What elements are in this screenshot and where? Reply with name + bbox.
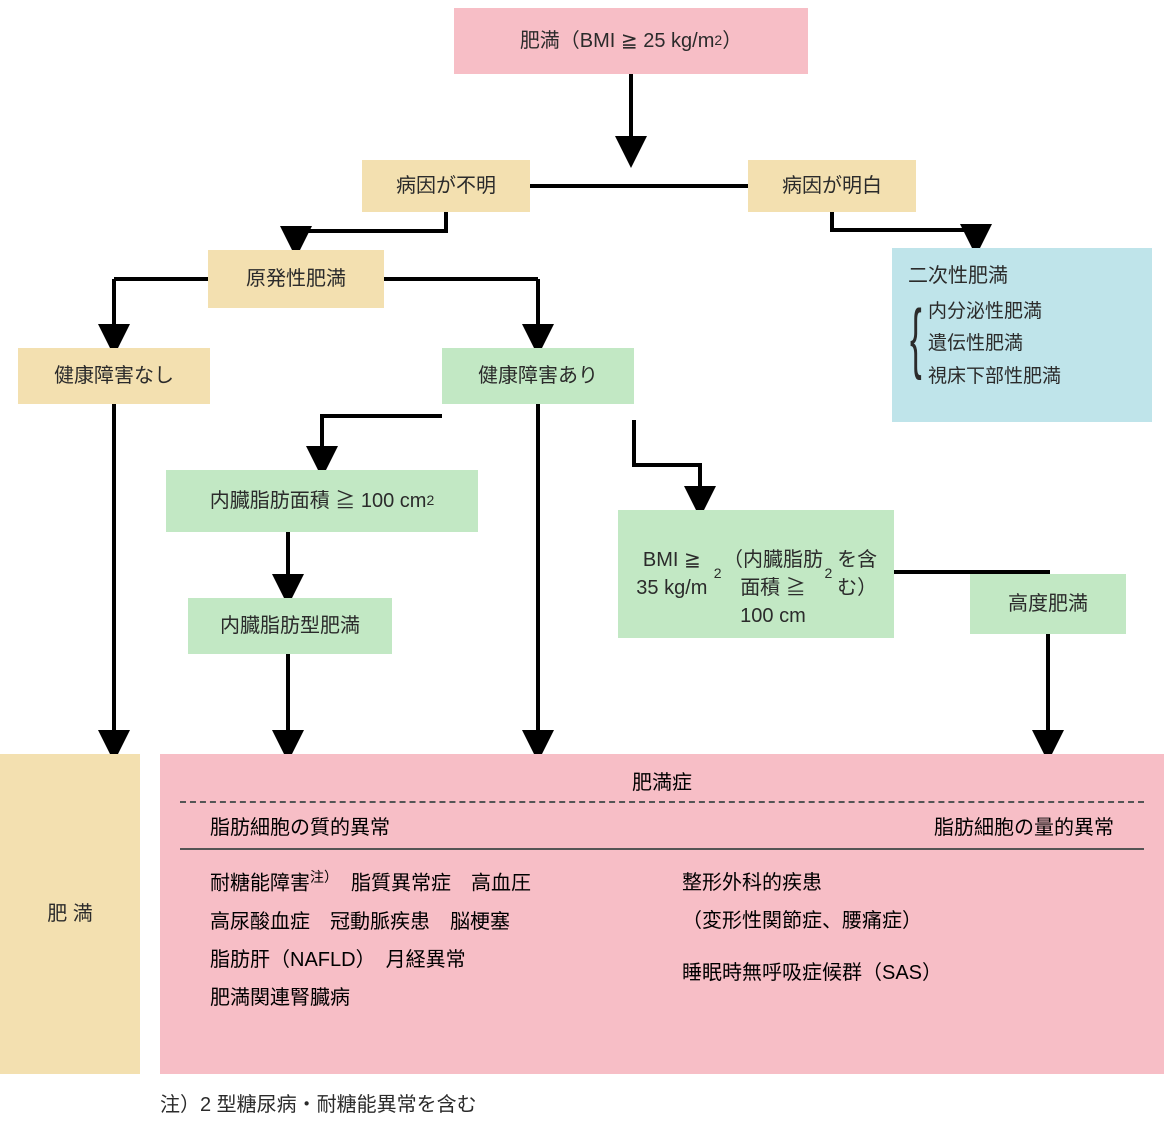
brace-icon: { (910, 298, 922, 376)
node-cause_unk: 病因が不明 (362, 160, 530, 212)
flowchart-canvas: 肥満（BMI ≧ 25 kg/m2）病因が不明病因が明白原発性肥満二次性肥満{内… (0, 0, 1168, 1133)
node-secondary: 二次性肥満 {内分泌性肥満遺伝性肥満視床下部性肥満 (892, 248, 1152, 422)
left-item: 高尿酸血症 冠動脈疾患 脳梗塞 (210, 903, 642, 941)
obesity-columns: 耐糖能障害注） 脂質異常症 高血圧高尿酸血症 冠動脈疾患 脳梗塞脂肪肝（NAFL… (180, 864, 1144, 1017)
node-primary: 原発性肥満 (208, 250, 384, 308)
secondary-item: 遺伝性肥満 (928, 328, 1136, 360)
node-root: 肥満（BMI ≧ 25 kg/m2） (454, 8, 808, 74)
secondary-list: {内分泌性肥満遺伝性肥満視床下部性肥満 (908, 296, 1136, 393)
right-item: 整形外科的疾患 （変形性関節症、腰痛症） (682, 864, 1114, 940)
obesity-disease-panel: 肥満症脂肪細胞の質的異常 脂肪細胞の量的異常耐糖能障害注） 脂質異常症 高血圧高尿… (160, 754, 1164, 1074)
node-cause_clear: 病因が明白 (748, 160, 916, 212)
secondary-item: 視床下部性肥満 (928, 361, 1136, 393)
node-no_disorder: 健康障害なし (18, 348, 210, 404)
left-item: 脂肪肝（NAFLD） 月経異常 (210, 941, 642, 979)
node-obesity_end: 肥 満 (0, 754, 140, 1074)
secondary-title: 二次性肥満 (908, 262, 1136, 290)
obesity-col-right: 整形外科的疾患 （変形性関節症、腰痛症） 睡眠時無呼吸症候群（SAS） (682, 864, 1114, 1017)
sub-right: 脂肪細胞の量的異常 (934, 803, 1114, 840)
obesity-sub-row: 脂肪細胞の質的異常 脂肪細胞の量的異常 (180, 801, 1144, 850)
node-high_ob: 高度肥満 (970, 574, 1126, 634)
sub-left: 脂肪細胞の質的異常 (210, 803, 390, 840)
node-bmi35: BMI ≧ 35 kg/m2（内臓脂肪面積 ≧100 cm2 を含む） (618, 510, 894, 638)
left-item: 肥満関連腎臓病 (210, 979, 642, 1017)
node-has_disorder: 健康障害あり (442, 348, 634, 404)
obesity-disease-title: 肥満症 (180, 766, 1144, 795)
obesity-col-left: 耐糖能障害注） 脂質異常症 高血圧高尿酸血症 冠動脈疾患 脳梗塞脂肪肝（NAFL… (210, 864, 642, 1017)
footnote: 注）2 型糖尿病・耐糖能異常を含む (160, 1088, 477, 1117)
left-item: 耐糖能障害注） 脂質異常症 高血圧 (210, 864, 642, 903)
node-vfa: 内臓脂肪面積 ≧ 100 cm2 (166, 470, 478, 532)
node-visceral: 内臓脂肪型肥満 (188, 598, 392, 654)
right-item: 睡眠時無呼吸症候群（SAS） (682, 954, 1114, 992)
secondary-item: 内分泌性肥満 (928, 296, 1136, 328)
